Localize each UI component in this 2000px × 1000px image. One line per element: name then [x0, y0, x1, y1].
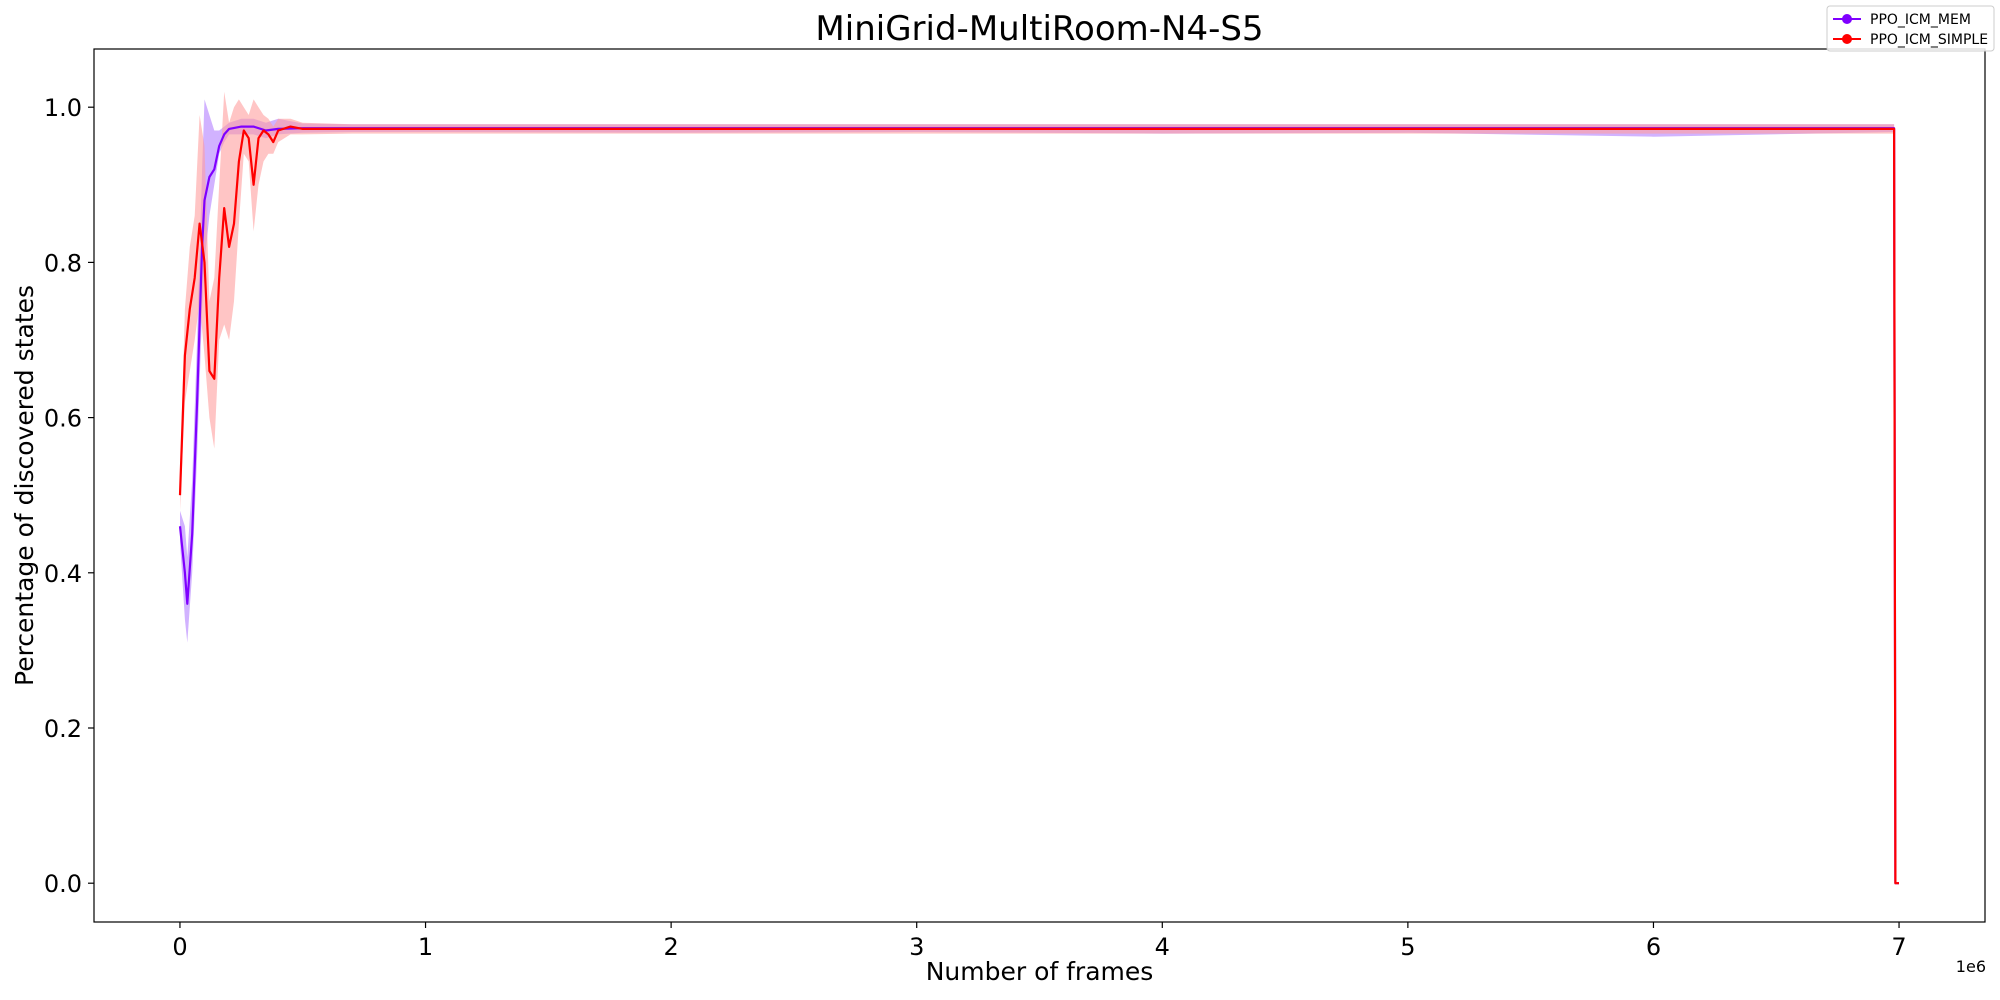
y-tick-label: 0.8	[44, 249, 82, 277]
line-ppo-icm-mem	[178, 125, 1899, 885]
y-tick-label: 0.6	[44, 405, 82, 433]
x-axis-label: Number of frames	[926, 957, 1154, 986]
x-axis: 0 1 2 3 4 5 6 7	[172, 922, 1907, 961]
y-tick-label: 0.0	[44, 870, 82, 898]
x-axis-offset-label: 1e6	[1956, 957, 1986, 976]
x-tick-label: 4	[1155, 933, 1170, 961]
plot-frame	[93, 48, 1986, 923]
chart-title: MiniGrid-MultiRoom-N4-S5	[815, 9, 1263, 49]
legend-box	[1826, 5, 1995, 52]
series-lines	[178, 125, 1899, 885]
legend: PPO_ICM_MEM PPO_ICM_SIMPLE	[1826, 5, 1995, 52]
y-tick-label: 1.0	[44, 94, 82, 122]
x-tick-label: 3	[909, 933, 924, 961]
band-ppo-icm-simple	[180, 91, 1899, 884]
y-axis: 0.0 0.2 0.4 0.6 0.8 1.0	[44, 94, 94, 898]
line-ppo-icm-simple	[178, 125, 1899, 885]
y-axis-label: Percentage of discovered states	[10, 285, 39, 686]
confidence-bands	[180, 91, 1899, 884]
legend-marker	[1842, 34, 1852, 44]
x-tick-label: 2	[663, 933, 678, 961]
x-tick-label: 7	[1891, 933, 1906, 961]
x-tick-label: 6	[1646, 933, 1661, 961]
legend-label: PPO_ICM_SIMPLE	[1870, 32, 1988, 48]
y-tick-label: 0.4	[44, 560, 82, 588]
y-tick-label: 0.2	[44, 715, 82, 743]
x-tick-label: 5	[1400, 933, 1415, 961]
legend-marker	[1842, 14, 1852, 24]
x-tick-label: 0	[172, 933, 187, 961]
legend-label: PPO_ICM_MEM	[1870, 12, 1971, 28]
x-tick-label: 1	[418, 933, 433, 961]
band-ppo-icm-mem	[180, 99, 1899, 884]
